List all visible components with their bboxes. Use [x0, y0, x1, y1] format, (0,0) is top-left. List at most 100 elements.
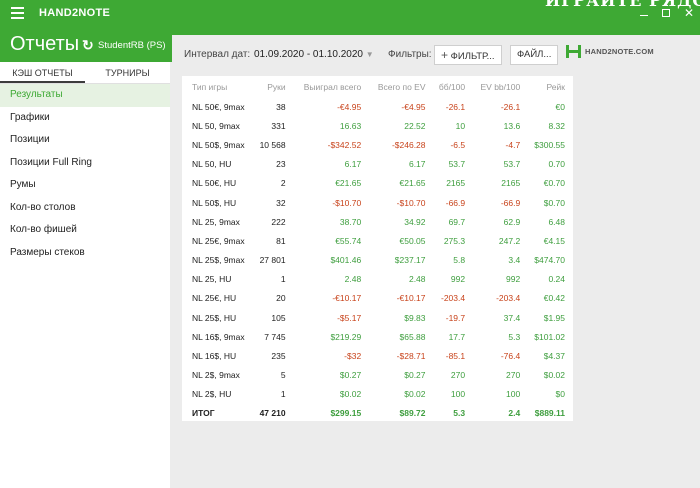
column-header-ev-total[interactable]: Всего по EV	[377, 81, 426, 92]
table-row[interactable]: NL 25$, 9max 27 801 $401.46 $237.17 5.8 3.4 $4…	[182, 251, 573, 270]
sidebar-tabs: КЭШ ОТЧЕТЫ ТУРНИРЫ	[0, 62, 170, 84]
table-total-row[interactable]: ИТОГ 47 210 $299.15 $89.72 5.3 2.4 $889.11	[182, 404, 573, 422]
table-cell: -26.1	[445, 101, 466, 112]
table-cell: $89.72	[399, 408, 426, 418]
table-cell: 22.52	[404, 120, 426, 131]
table-row[interactable]: NL 50$, HU 32 -$10.70 -$10.70 -66.9 -66.9 $0.7…	[182, 193, 573, 212]
logo-text: HAND2NOTE.COM	[585, 47, 654, 56]
table-row[interactable]: NL 25€, HU 20 -€10.17 -€10.17 -203.4 -203.4 €0…	[182, 289, 573, 308]
column-header-bb100[interactable]: бб/100	[438, 81, 466, 92]
table-cell: 37.4	[503, 312, 521, 323]
account-selector[interactable]: StudentRB (PS)	[98, 40, 166, 51]
table-row[interactable]: NL 50, HU 23 6.17 6.17 53.7 53.7 0.70	[182, 155, 573, 174]
minimize-icon[interactable]	[639, 14, 648, 16]
table-cell: €0	[555, 101, 565, 112]
table-cell: 16.63	[339, 120, 362, 131]
table-cell: NL 50, 9max	[192, 120, 240, 131]
column-header-won-total[interactable]: Выиграл всего	[303, 81, 362, 92]
column-header-rake[interactable]: Рейк	[546, 81, 566, 92]
table-row[interactable]: NL 2$, HU 1 $0.02 $0.02 100 100 $0	[182, 385, 573, 404]
table-cell: NL 25€, 9max	[192, 235, 245, 246]
maximize-icon[interactable]	[661, 9, 670, 17]
table-cell: $0.02	[339, 389, 362, 400]
sidebar-item-results[interactable]: Результаты	[0, 84, 170, 107]
refresh-icon[interactable]: ↻	[82, 37, 94, 53]
table-cell: -€4.95	[401, 101, 426, 112]
table-row[interactable]: NL 50$, 9max 10 568 -$342.52 -$246.28 -6.5 -4…	[182, 135, 573, 154]
table-cell: -76.4	[500, 351, 521, 362]
table-cell: $889.11	[534, 408, 565, 418]
sidebar-item-positions-full-ring[interactable]: Позиции Full Ring	[10, 156, 92, 168]
sidebar-item-stack-sizes[interactable]: Размеры стеков	[10, 246, 85, 258]
table-cell: NL 50€, 9max	[192, 101, 245, 112]
table-cell: NL 25, HU	[192, 274, 232, 285]
table-cell: 331	[271, 120, 286, 131]
sidebar-item-graphs[interactable]: Графики	[10, 111, 50, 123]
table-cell: 270	[450, 370, 466, 381]
table-row[interactable]: NL 25, 9max 222 38.70 34.92 69.7 62.9 6.48	[182, 212, 573, 231]
table-cell: $9.83	[404, 312, 426, 323]
column-header-ev-bb100[interactable]: EV bb/100	[480, 81, 521, 92]
table-cell: 1	[280, 274, 286, 285]
table-cell: 100	[450, 389, 466, 400]
table-cell: 34.92	[404, 216, 426, 227]
hand2note-logo-icon	[566, 45, 581, 58]
table-row[interactable]: NL 16$, HU 235 -$32 -$28.71 -85.1 -76.4 $4.37	[182, 346, 573, 365]
table-cell: NL 50$, 9max	[192, 139, 245, 150]
date-range-picker[interactable]: 01.09.2020 - 01.10.2020 ▼	[254, 49, 374, 60]
table-cell: NL 16$, HU	[192, 351, 237, 362]
plus-icon: +	[441, 48, 449, 62]
table-cell: $101.02	[534, 331, 565, 342]
table-cell: $65.88	[399, 331, 426, 342]
table-cell: $0.02	[404, 389, 426, 400]
table-cell: 235	[271, 351, 286, 362]
table-cell: 275.3	[443, 235, 466, 246]
table-row[interactable]: NL 25$, HU 105 -$5.17 $9.83 -19.7 37.4 $1.95	[182, 308, 573, 327]
column-header-hands[interactable]: Руки	[267, 81, 286, 92]
table-cell: 69.7	[448, 216, 466, 227]
table-row[interactable]: NL 50€, 9max 38 -€4.95 -€4.95 -26.1 -26.1 €0	[182, 97, 573, 116]
table-cell: 222	[271, 216, 286, 227]
table-cell: NL 25€, HU	[192, 293, 237, 304]
sidebar-item-rooms[interactable]: Румы	[10, 179, 36, 190]
table-row[interactable]: NL 50€, HU 2 €21.65 €21.65 2165 2165 €0.70	[182, 174, 573, 193]
table-row[interactable]: NL 50, 9max 331 16.63 22.52 10 13.6 8.32	[182, 116, 573, 135]
tab-cash-reports[interactable]: КЭШ ОТЧЕТЫ	[0, 62, 85, 83]
close-icon[interactable]: ✕	[683, 6, 694, 20]
table-cell: -$10.70	[332, 197, 362, 208]
table-cell: 38.70	[339, 216, 362, 227]
table-cell: 2.48	[408, 274, 426, 285]
table-cell: NL 2$, HU	[192, 389, 232, 400]
menu-icon[interactable]	[0, 0, 34, 26]
table-cell: -$10.70	[396, 197, 426, 208]
table-row[interactable]: NL 16$, 9max 7 745 $219.29 $65.88 17.7 5.3 $10…	[182, 327, 573, 346]
table-row[interactable]: NL 2$, 9max 5 $0.27 $0.27 270 270 $0.02	[182, 366, 573, 385]
table-cell: 5.3	[453, 408, 466, 418]
table-cell: -€4.95	[337, 101, 362, 112]
table-row[interactable]: NL 25€, 9max 81 €55.74 €50.05 275.3 247.2 €4.1…	[182, 231, 573, 250]
results-table: Тип игры Руки Выиграл всего Всего по EV …	[182, 76, 573, 422]
table-cell: 10	[455, 120, 466, 131]
file-button[interactable]: ФАЙЛ...	[510, 45, 559, 65]
table-cell: -$28.71	[396, 351, 426, 362]
table-cell: -6.5	[450, 139, 466, 150]
table-cell: $300.55	[534, 139, 565, 150]
sidebar-item-tables-count[interactable]: Кол-во столов	[10, 201, 76, 213]
table-cell: -203.4	[441, 293, 466, 304]
window-controls: ✕	[639, 0, 694, 26]
table-cell: 6.17	[408, 159, 426, 170]
table-cell: NL 25, 9max	[192, 216, 240, 227]
filter-button[interactable]: + ФИЛЬТР...	[434, 45, 502, 65]
table-cell: 270	[506, 370, 521, 381]
table-cell: 8.32	[548, 120, 565, 131]
table-row[interactable]: NL 25, HU 1 2.48 2.48 992 992 0.24	[182, 270, 573, 289]
sidebar-item-chips-count[interactable]: Кол-во фишей	[10, 224, 77, 235]
toolbar: Интервал дат: 01.09.2020 - 01.10.2020 ▼ …	[172, 35, 700, 70]
title-bar: HAND2NOTE ИГРАЙТЕ РЯДОМ ✕	[0, 0, 700, 26]
table-cell: 20	[276, 293, 286, 304]
table-cell: 2.4	[508, 408, 521, 418]
tab-tournaments[interactable]: ТУРНИРЫ	[105, 68, 150, 78]
table-cell: 5.8	[453, 255, 466, 266]
column-header-game-type[interactable]: Тип игры	[192, 81, 228, 92]
sidebar-item-positions[interactable]: Позиции	[10, 134, 50, 145]
